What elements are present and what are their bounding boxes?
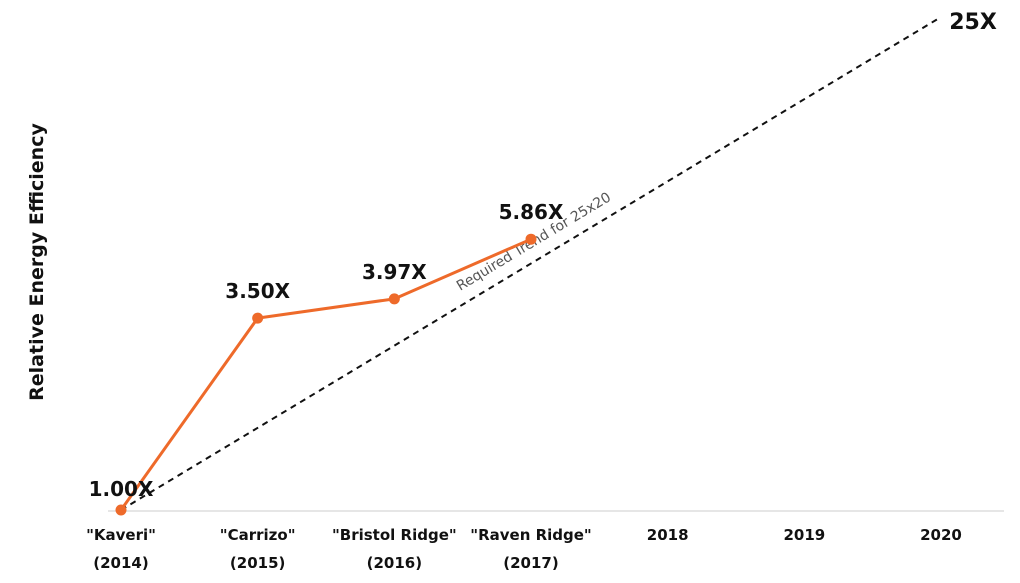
- x-tick-label-line: (2016): [367, 554, 422, 572]
- data-point: [115, 504, 127, 516]
- data-point: [525, 233, 537, 245]
- x-tick-label-line: "Raven Ridge": [470, 526, 592, 544]
- x-tick-label-line: (2017): [503, 554, 558, 572]
- data-point: [388, 293, 400, 305]
- trend-end-label: 25X: [949, 10, 997, 35]
- x-tick-label: 2020: [920, 526, 962, 544]
- data-label: 1.00X: [89, 477, 154, 501]
- x-tick-label-line: 2018: [647, 526, 689, 544]
- trend-line: [120, 16, 942, 511]
- x-tick-label-line: (2014): [93, 554, 148, 572]
- data-label: 3.97X: [362, 260, 427, 284]
- x-tick-label-line: (2015): [230, 554, 285, 572]
- x-tick-label: "Bristol Ridge" (2016): [332, 526, 457, 572]
- y-axis-label: Relative Energy Efficiency: [26, 123, 48, 401]
- x-tick-label-line: 2019: [783, 526, 825, 544]
- x-tick-label: 2018: [647, 526, 689, 544]
- data-point: [252, 312, 264, 324]
- x-tick-label-line: "Kaveri": [86, 526, 156, 544]
- x-tick-label: "Raven Ridge" (2017): [470, 526, 592, 572]
- x-tick-label-line: 2020: [920, 526, 962, 544]
- x-tick-label: "Kaveri" (2014): [86, 526, 156, 572]
- data-label: 5.86X: [499, 200, 564, 224]
- x-tick-label: 2019: [783, 526, 825, 544]
- x-tick-label-line: "Carrizo": [220, 526, 296, 544]
- x-tick-label-line: "Bristol Ridge": [332, 526, 457, 544]
- data-label: 3.50X: [225, 279, 290, 303]
- x-tick-label: "Carrizo" (2015): [220, 526, 296, 572]
- series-line: [119, 237, 532, 511]
